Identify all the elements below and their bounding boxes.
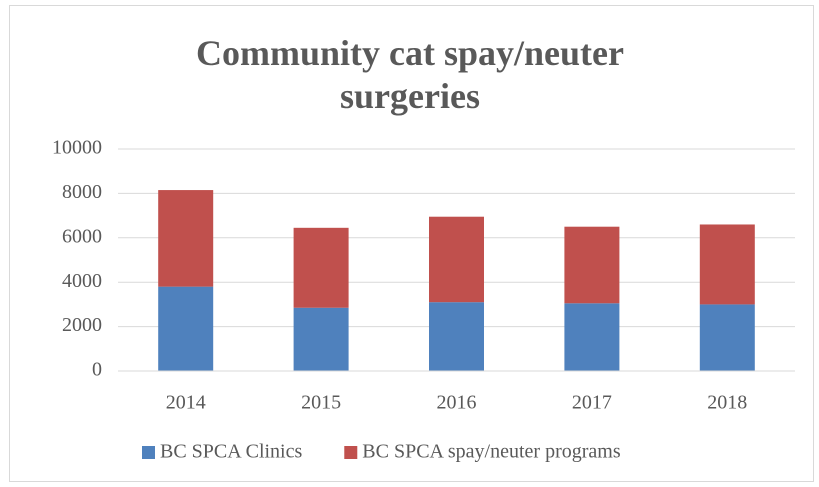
y-tick-label: 2000 — [62, 314, 102, 336]
legend-label: BC SPCA Clinics — [160, 441, 302, 463]
bar-segment — [293, 227, 349, 308]
bar-segment — [429, 302, 484, 371]
bar-segment — [293, 307, 349, 371]
y-tick-label: 4000 — [62, 270, 102, 292]
y-tick-label: 6000 — [62, 225, 102, 247]
x-tick-label: 2014 — [166, 392, 206, 414]
y-tick-label: 8000 — [62, 181, 102, 203]
x-tick-label: 2018 — [707, 392, 747, 414]
y-tick-label: 0 — [92, 359, 102, 381]
x-tick-label: 2015 — [301, 392, 341, 414]
bar-segment — [158, 286, 214, 371]
legend-swatch — [142, 446, 155, 459]
bar-segment — [699, 224, 755, 305]
bar-segment — [158, 190, 214, 287]
legend-swatch — [344, 446, 358, 459]
legend-label: BC SPCA spay/neuter programs — [362, 441, 621, 463]
bar-segment — [699, 304, 755, 371]
bar-segment — [429, 216, 484, 303]
y-tick-label: 10000 — [52, 137, 102, 159]
x-tick-label: 2016 — [437, 392, 477, 414]
bar-segment — [564, 226, 620, 304]
x-tick-label: 2017 — [572, 392, 612, 414]
chart-title: Community cat spay/neuter surgeries — [196, 33, 624, 116]
bar-segment — [564, 303, 620, 371]
chart-border — [9, 5, 814, 482]
